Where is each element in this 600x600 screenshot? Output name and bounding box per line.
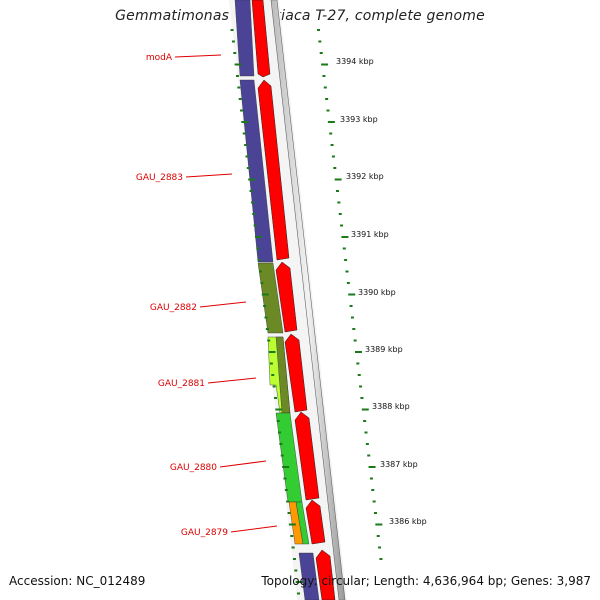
kbp-label: 3387 kbp bbox=[380, 460, 418, 469]
leader-line-GAU_2880 bbox=[219, 460, 267, 468]
fwd-gene-5 bbox=[294, 411, 320, 501]
accession-text: Accession: NC_012489 bbox=[9, 574, 146, 588]
gene-label-GAU_2883: GAU_2883 bbox=[136, 173, 183, 183]
fwd-gene-4 bbox=[284, 333, 308, 413]
backbone bbox=[270, 0, 346, 600]
gene-block-2879b bbox=[295, 501, 310, 545]
kbp-label: 3392 kbp bbox=[346, 172, 384, 181]
forward-strand bbox=[251, 0, 336, 600]
genome-summary-text: Topology: circular; Length: 4,636,964 bp… bbox=[261, 574, 591, 588]
gene-label-GAU_2881: GAU_2881 bbox=[158, 379, 205, 389]
kbp-label: 3391 kbp bbox=[351, 230, 389, 239]
leader-line-GAU_2879 bbox=[230, 525, 278, 533]
kbp-labels: 3394 kbp 3393 kbp 3392 kbp 3391 kbp 3390… bbox=[336, 57, 427, 526]
kbp-label: 3393 kbp bbox=[340, 115, 378, 124]
gene-block-2882 bbox=[257, 262, 284, 334]
kbp-label: 3388 kbp bbox=[372, 402, 410, 411]
fwd-gene-7 bbox=[315, 549, 336, 600]
fwd-gene-1 bbox=[251, 0, 271, 78]
gene-labels: modA GAU_2883 GAU_2882 GAU_2881 GAU_2880… bbox=[136, 53, 278, 538]
leader-line-modA bbox=[174, 54, 222, 58]
reverse-strand bbox=[234, 0, 320, 600]
map-title: Gemmatimonas aurantiaca T-27, complete g… bbox=[115, 8, 485, 24]
fwd-gene-2 bbox=[257, 79, 290, 261]
kbp-label: 3386 kbp bbox=[389, 517, 427, 526]
inner-tick-column bbox=[230, 29, 303, 595]
kbp-label: 3389 kbp bbox=[365, 345, 403, 354]
leader-line-GAU_2881 bbox=[207, 377, 257, 384]
gene-block-modA-2883 bbox=[239, 79, 274, 263]
gene-label-GAU_2882: GAU_2882 bbox=[150, 303, 197, 313]
kbp-label: 3390 kbp bbox=[358, 288, 396, 297]
fwd-gene-6 bbox=[305, 499, 326, 545]
leader-line-GAU_2883 bbox=[185, 173, 233, 178]
fwd-gene-3 bbox=[275, 261, 298, 333]
gene-block-top bbox=[234, 0, 255, 77]
leader-line-GAU_2882 bbox=[199, 301, 247, 308]
outer-tick-scale bbox=[317, 29, 383, 560]
gene-block-bottom bbox=[298, 552, 320, 600]
gene-label-GAU_2879: GAU_2879 bbox=[181, 528, 228, 538]
gene-label-modA: modA bbox=[146, 53, 173, 63]
gene-label-GAU_2880: GAU_2880 bbox=[170, 463, 217, 473]
kbp-label: 3394 kbp bbox=[336, 57, 374, 66]
